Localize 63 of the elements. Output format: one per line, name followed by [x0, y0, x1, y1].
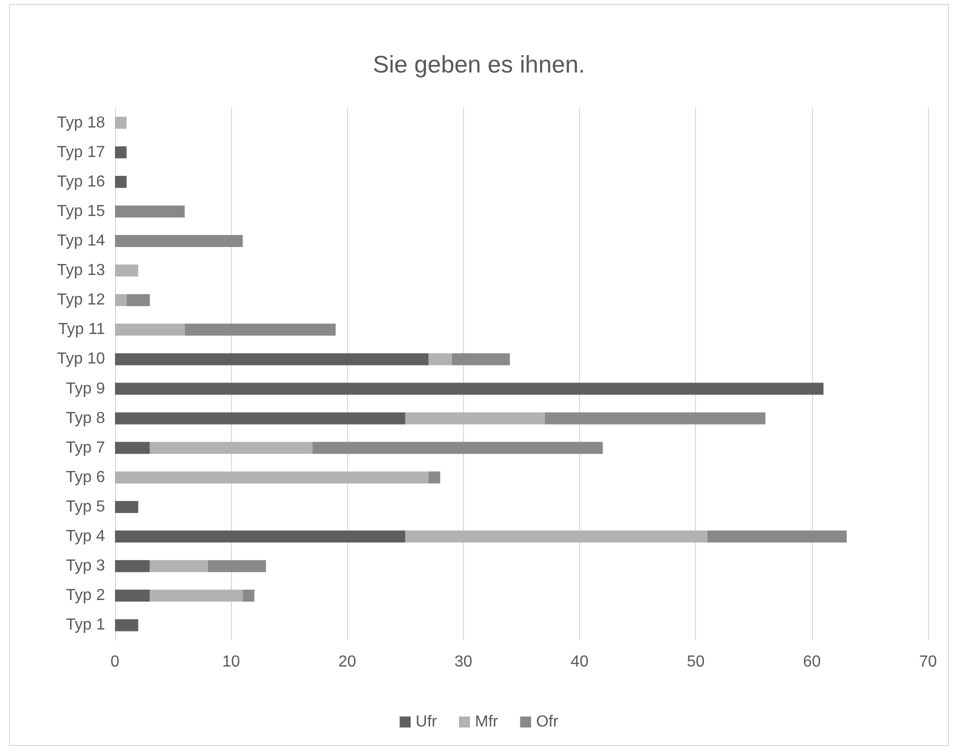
bar	[115, 205, 185, 218]
y-tick-label: Typ 13	[56, 262, 106, 280]
bar	[115, 176, 127, 188]
bar	[428, 471, 440, 484]
legend-label: Mfr	[475, 714, 499, 730]
bar	[544, 412, 766, 424]
bar	[126, 294, 150, 306]
bar	[115, 442, 150, 454]
bar	[115, 264, 138, 277]
x-tick-label: 10	[222, 654, 240, 670]
bar	[115, 116, 127, 129]
y-tick-label: Typ 11	[58, 321, 106, 338]
x-tick-label: 40	[570, 654, 589, 670]
x-tick-label: 30	[454, 654, 472, 670]
y-tick-label: Typ 15	[56, 202, 106, 220]
y-tick-label: Typ 3	[66, 558, 106, 575]
bar	[452, 353, 510, 366]
x-tick-label: 60	[802, 654, 821, 670]
bar	[405, 412, 545, 424]
bar	[242, 590, 254, 602]
y-tick-label: Typ 4	[66, 528, 106, 546]
bar	[115, 353, 429, 366]
bar	[405, 530, 708, 543]
bar	[115, 324, 185, 336]
bar	[707, 530, 847, 543]
x-tick-label: 20	[338, 654, 356, 670]
bar	[115, 590, 150, 602]
y-tick-label: Typ 16	[56, 173, 106, 190]
y-tick-label: Typ 6	[66, 468, 106, 486]
y-tick-label: Typ 8	[66, 410, 106, 427]
legend-label: Ufr	[416, 714, 438, 730]
bar	[115, 530, 406, 543]
y-tick-label: Typ 7	[66, 439, 106, 456]
bar	[115, 294, 127, 306]
x-tick-label: 50	[686, 654, 705, 670]
bar	[208, 560, 266, 572]
legend-label: Ofr	[536, 714, 559, 730]
bar	[428, 353, 452, 366]
bar	[115, 235, 243, 247]
bar	[115, 619, 138, 632]
y-tick-label: Typ 2	[66, 587, 106, 604]
y-tick-label: Typ 17	[56, 144, 106, 161]
bar	[115, 412, 406, 424]
y-tick-label: Typ 10	[56, 350, 106, 368]
chart-title: Sie geben es ihnen.	[372, 52, 586, 78]
y-tick-label: Typ 18	[56, 114, 106, 132]
bar	[115, 501, 138, 513]
y-tick-label: Typ 14	[56, 232, 106, 250]
bar	[184, 324, 336, 336]
y-tick-label: Typ 1	[66, 616, 106, 634]
bar	[115, 471, 429, 484]
bar	[115, 146, 127, 158]
x-tick-label: 70	[919, 654, 937, 670]
bar	[150, 590, 243, 602]
x-tick-label: 0	[110, 654, 120, 670]
bar	[115, 560, 150, 572]
y-tick-label: Typ 9	[66, 380, 106, 398]
bar	[115, 382, 824, 395]
bar	[150, 560, 208, 572]
bar	[312, 442, 603, 454]
y-tick-label: Typ 12	[56, 292, 106, 309]
y-tick-label: Typ 5	[66, 498, 106, 516]
bar	[150, 442, 312, 454]
